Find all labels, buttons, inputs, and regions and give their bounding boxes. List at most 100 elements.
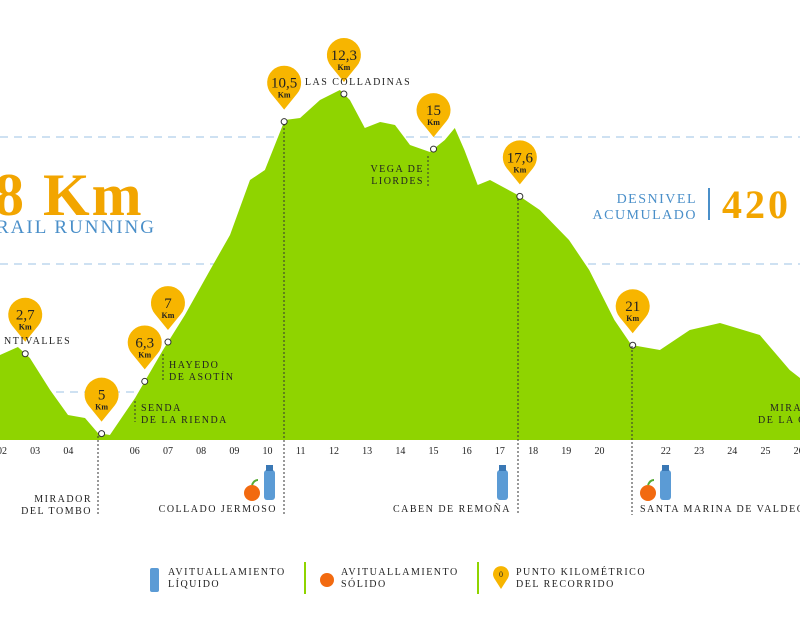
km-marker: 5Km [84, 377, 119, 438]
km-pin-unit: Km [19, 323, 32, 332]
elevation-label: DESNIVEL [617, 192, 697, 207]
place-label: CABEN DE REMOÑA [393, 503, 511, 515]
apple-icon [244, 485, 260, 501]
km-dot [141, 377, 149, 385]
km-pin-label: 12,3 [331, 48, 357, 64]
place-guides [97, 124, 633, 515]
place-label: LIORDES [371, 176, 424, 187]
km-pin-unit: Km [626, 314, 639, 323]
bottle-icon [499, 465, 506, 471]
km-dot [629, 341, 637, 349]
place-label: MIRA [770, 403, 800, 414]
km-pin [127, 325, 162, 370]
plot: 02 03 04 06 07 08 09 10 11 12 13 14 15 16 17 18 19 20 22 23… [0, 38, 800, 457]
x-tick-label: 14 [395, 446, 405, 457]
elevation-value: 420 [722, 182, 791, 227]
km-pin-unit: Km [337, 63, 350, 72]
bottle-icon [264, 470, 275, 500]
km-pin [267, 65, 302, 110]
place-label: DE LA C [758, 415, 800, 426]
place-label: LAS COLLADINAS [305, 77, 411, 88]
elevation-area [0, 90, 800, 440]
place-label: NTIVALLES [4, 336, 71, 347]
x-tick-label: 16 [462, 446, 472, 457]
km-dot [21, 350, 29, 358]
x-tick-label: 11 [296, 446, 306, 457]
apple-icon [647, 479, 655, 486]
elevation-label: ACUMULADO [593, 208, 698, 223]
x-tick-label: 03 [30, 446, 40, 457]
place-label: SANTA MARINA DE VALDEÓ [640, 503, 800, 515]
km-pin [8, 297, 43, 342]
km-marker: 7Km [150, 286, 185, 346]
legend-pin [493, 566, 510, 589]
km-pin-label: 10,5 [271, 76, 297, 92]
km-pin [416, 93, 451, 138]
km-pin-label: 15 [426, 103, 441, 119]
place-label: HAYEDO [169, 360, 219, 371]
x-tick-label: 07 [163, 446, 173, 457]
km-pin-unit: Km [95, 403, 108, 412]
km-marker: 6,3Km [127, 325, 162, 385]
km-pin-unit: Km [513, 165, 526, 174]
place-label: VEGA DE [370, 164, 424, 175]
subtitle: RAIL RUNNING [0, 217, 156, 238]
x-tick-label: 25 [760, 446, 770, 457]
km-pin-unit: Km [162, 311, 175, 320]
x-tick-label: 17 [495, 446, 505, 457]
km-dot [430, 145, 438, 153]
x-tick-label: 19 [561, 446, 571, 457]
supply-icons [244, 465, 671, 501]
x-tick-label: 22 [661, 446, 671, 457]
km-pin-label: 17,6 [507, 150, 534, 166]
km-marker: 17,6Km [502, 140, 537, 200]
x-tick-label: 23 [694, 446, 704, 457]
x-tick-label: 10 [263, 446, 273, 457]
km-dot [98, 430, 106, 438]
apple-icon [640, 485, 656, 501]
km-pin [150, 286, 185, 331]
bottle-icon [497, 470, 508, 500]
x-tick-label: 04 [63, 446, 73, 457]
km-marker: 12,3Km [326, 38, 361, 98]
x-tick-label: 26 [794, 446, 800, 457]
x-tick-label: 06 [130, 446, 140, 457]
km-pin-label: 2,7 [16, 308, 35, 324]
legend-apple [320, 573, 334, 587]
legend-label: LÍQUIDO [168, 578, 220, 590]
legend: AVITUALLAMIENTO LÍQUIDO AVITUALLAMIENTO … [150, 562, 646, 594]
km-dot [280, 118, 288, 126]
legend-label: PUNTO KILOMÉTRICO [516, 566, 646, 578]
km-pin [326, 38, 361, 82]
bottle-icon [266, 465, 273, 471]
x-tick-label: 02 [0, 446, 7, 457]
x-tick-label: 18 [528, 446, 538, 457]
km-marker: 10,5Km [267, 65, 302, 126]
legend-bottle [150, 568, 159, 592]
km-pin-label: 21 [625, 299, 640, 315]
places: NTIVALLES MIRADOR DEL TOMBO SENDA DE LA … [4, 77, 800, 517]
x-tick-label: 13 [362, 446, 372, 457]
x-tick-label: 15 [429, 446, 439, 457]
km-pin-label: 6,3 [135, 335, 154, 351]
legend-label: AVITUALLAMIENTO [341, 567, 459, 578]
km-marker: 2,7Km [8, 297, 43, 358]
x-tick-label: 12 [329, 446, 339, 457]
place-label: DE LA RIENDA [141, 415, 228, 426]
km-pin [502, 140, 537, 185]
km-pin-label: 5 [98, 388, 106, 404]
bottle-icon [662, 465, 669, 471]
km-pin-label: 7 [164, 296, 172, 312]
legend-label: DEL RECORRIDO [516, 579, 615, 590]
headline: 8 Km RAIL RUNNING DESNIVEL ACUMULADO 420 [0, 162, 791, 238]
km-pin-unit: Km [278, 91, 291, 100]
km-pin [84, 377, 119, 422]
place-label: DEL TOMBO [21, 506, 92, 517]
legend-pin-label: 0 [499, 570, 503, 579]
km-pin-unit: Km [427, 118, 440, 127]
x-tick-label: 09 [229, 446, 239, 457]
place-label: DE ASOTÍN [169, 371, 234, 383]
x-tick-label: 20 [595, 446, 605, 457]
